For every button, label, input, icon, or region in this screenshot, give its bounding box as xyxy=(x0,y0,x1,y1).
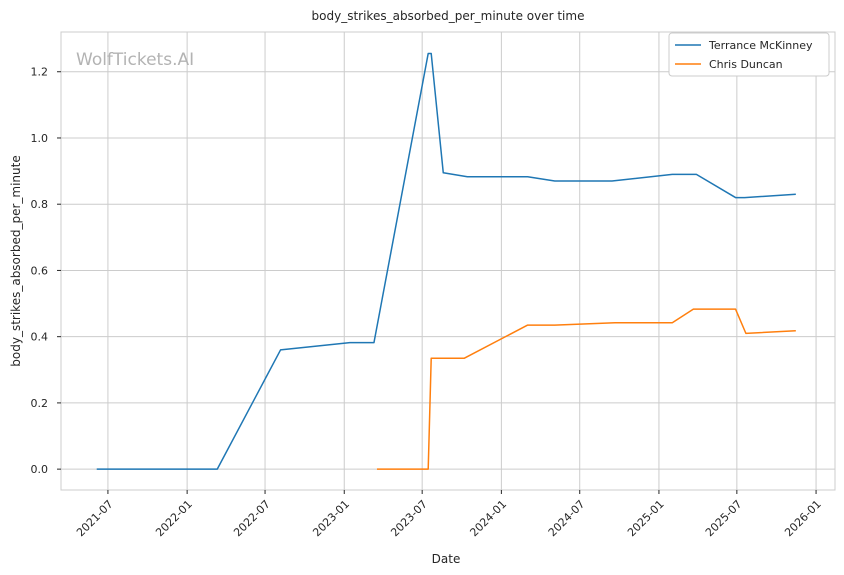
y-tick-label: 0.6 xyxy=(31,264,49,277)
y-tick-label: 1.0 xyxy=(31,132,49,145)
legend-label-terrance-mckinney: Terrance McKinney xyxy=(708,39,813,52)
legend: Terrance McKinney Chris Duncan xyxy=(668,32,830,77)
plot-area-frame xyxy=(60,31,836,491)
y-tick-label: 0.4 xyxy=(31,331,49,344)
x-axis-label: Date xyxy=(432,552,461,566)
series-line-terrance-mckinney xyxy=(96,52,796,470)
legend-label-chris-duncan: Chris Duncan xyxy=(709,58,783,71)
y-tick-label: 0.0 xyxy=(31,463,49,476)
grid-lines xyxy=(61,32,835,490)
chart-title: body_strikes_absorbed_per_minute over ti… xyxy=(312,9,585,23)
y-axis-label: body_strikes_absorbed_per_minute xyxy=(9,155,23,366)
y-tick-label: 1.2 xyxy=(31,66,49,79)
watermark: WolfTickets.AI xyxy=(76,50,194,70)
y-tick-label: 0.2 xyxy=(31,397,49,410)
legend-box xyxy=(668,32,830,77)
series-lines xyxy=(96,52,796,470)
series-line-chris-duncan xyxy=(376,308,796,470)
y-tick-label: 0.8 xyxy=(31,198,49,211)
